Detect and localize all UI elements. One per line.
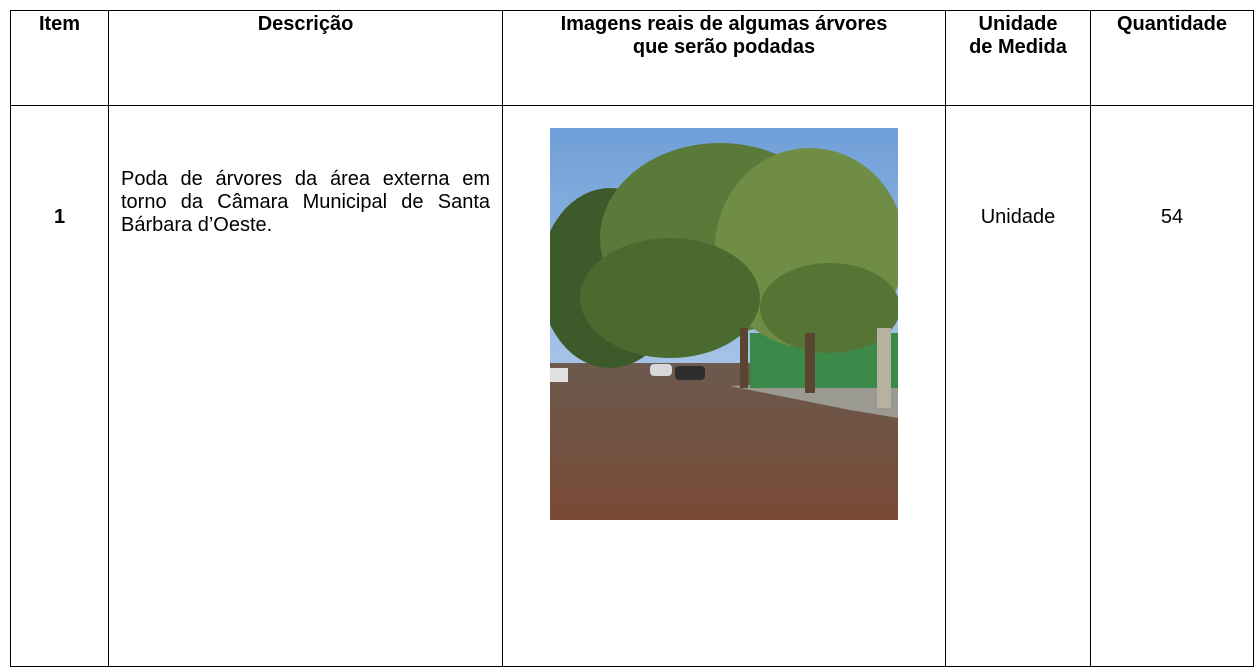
header-cell: Unidade de Medida: [945, 10, 1091, 106]
tree-photo: [540, 128, 905, 520]
header-row: Item Descrição Imagens reais de algumas …: [10, 10, 1254, 106]
body-row: 1 Poda de árvores da área externa em tor…: [10, 105, 1254, 667]
item-cell: 1: [10, 105, 109, 667]
unit-cell: Unidade: [945, 105, 1091, 667]
header-cell: Item: [10, 10, 109, 106]
image-cell: [502, 105, 946, 667]
header-cell: Imagens reais de algumas árvores que ser…: [502, 10, 946, 106]
quantity-cell: 54: [1090, 105, 1254, 667]
page: Item Descrição Imagens reais de algumas …: [10, 10, 1254, 667]
header-cell: Descrição: [108, 10, 503, 106]
items-table: Item Descrição Imagens reais de algumas …: [10, 10, 1254, 667]
description-cell: Poda de árvores da área externa em torno…: [108, 105, 503, 667]
header-cell: Quantidade: [1090, 10, 1254, 106]
